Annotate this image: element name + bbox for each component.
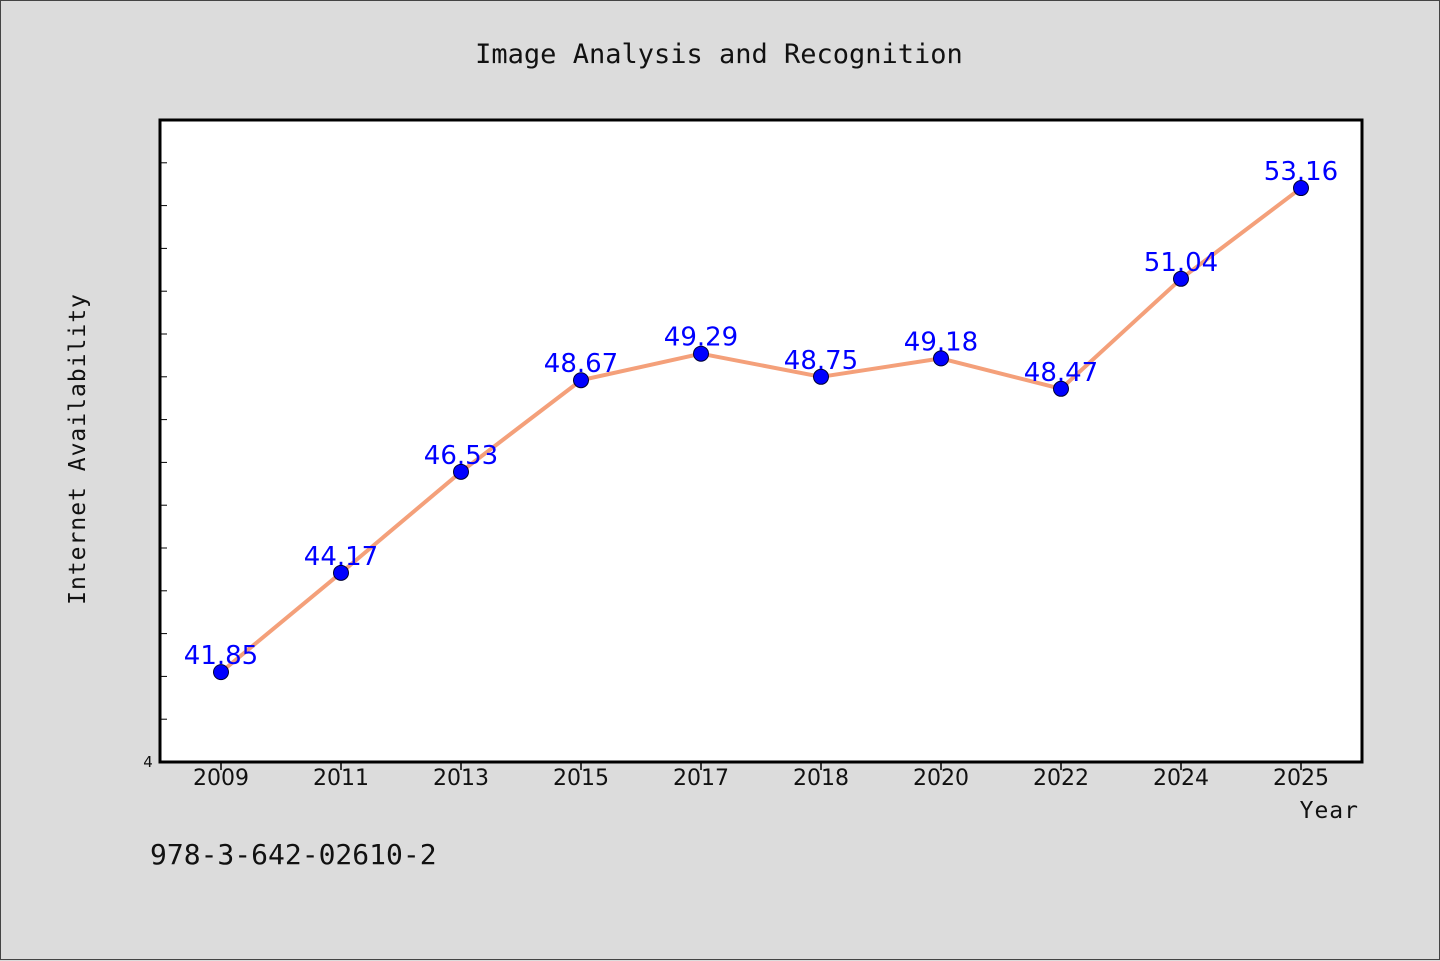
data-point <box>933 350 949 367</box>
y-axis-ticks <box>160 162 167 763</box>
data-label: 51.04 <box>1144 248 1218 278</box>
data-label: 44.17 <box>304 542 378 572</box>
data-label: 49.29 <box>664 323 738 353</box>
x-tick-label: 2022 <box>1033 766 1089 791</box>
data-point <box>213 664 229 681</box>
data-point <box>813 368 829 385</box>
x-tick-label: 2025 <box>1273 766 1329 791</box>
x-tick-label: 2024 <box>1153 766 1209 791</box>
series-line <box>219 186 1303 675</box>
chart-title: Image Analysis and Recognition <box>475 39 963 70</box>
x-tick-label: 2018 <box>793 766 849 791</box>
data-point <box>1293 180 1309 197</box>
x-axis-ticks: 2009 2011 2013 2015 2017 2018 2020 2022 2024 2025 <box>193 762 1329 791</box>
data-label: 48.67 <box>544 349 618 379</box>
data-label: 48.75 <box>784 346 858 376</box>
data-label: 49.18 <box>904 327 978 357</box>
data-labels: 41.85 44.17 46.53 48.67 49.29 48.75 49.18 48.47… <box>184 157 1338 671</box>
x-tick-label: 2015 <box>553 766 609 791</box>
x-axis-label: Year <box>1300 798 1359 824</box>
data-point <box>573 372 589 389</box>
data-label: 41.85 <box>184 641 258 671</box>
x-tick-label: 2013 <box>433 766 489 791</box>
data-label: 48.47 <box>1024 358 1098 388</box>
data-point <box>1053 380 1069 397</box>
data-point <box>333 564 349 581</box>
x-tick-label: 2017 <box>673 766 729 791</box>
data-point <box>1173 270 1189 287</box>
x-tick-label: 2020 <box>913 766 969 791</box>
y-tick-label: 4 <box>143 753 153 771</box>
x-tick-label: 2009 <box>193 766 249 791</box>
isbn-footer: 978-3-642-02610-2 <box>150 838 437 871</box>
data-markers <box>213 180 1309 681</box>
x-tick-label: 2011 <box>313 766 369 791</box>
data-point <box>693 345 709 362</box>
data-label: 46.53 <box>424 441 498 471</box>
data-point <box>453 463 469 480</box>
data-label: 53.16 <box>1264 157 1338 187</box>
plot-area <box>158 118 1364 764</box>
y-axis-label: Internet Availability <box>65 293 91 605</box>
